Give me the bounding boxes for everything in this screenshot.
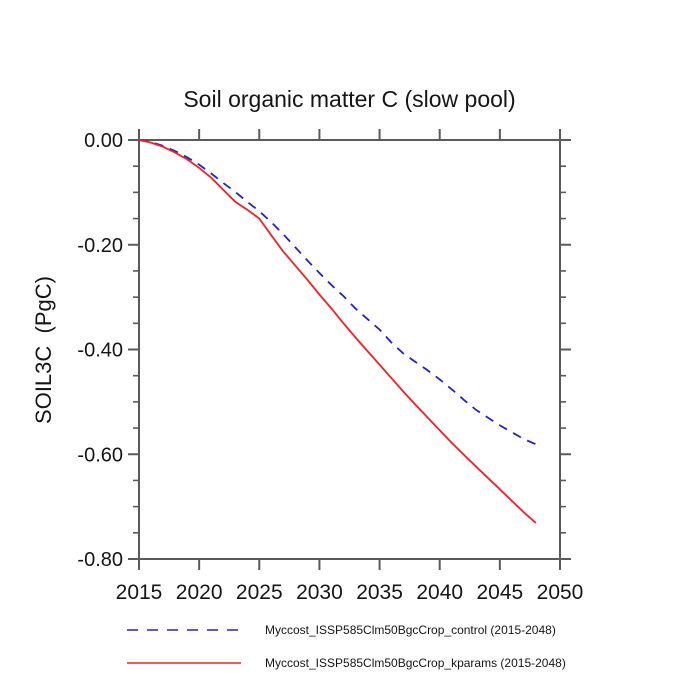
- x-tick-label: 2015: [116, 581, 163, 604]
- legend-label-control: Myccost_ISSP585Clm50BgcCrop_control (201…: [265, 623, 556, 637]
- series-line-control: [138, 139, 537, 446]
- x-tick-label: 2035: [356, 581, 403, 604]
- x-tick-label: 2025: [236, 581, 283, 604]
- legend-item-kparams: Myccost_ISSP585Clm50BgcCrop_kparams (201…: [126, 654, 566, 672]
- plot-frame: [138, 139, 561, 560]
- legend-swatch-solid-line: [127, 662, 241, 664]
- chart-title: Soil organic matter C (slow pool): [183, 86, 516, 112]
- y-tick-label: 0.00: [84, 130, 123, 152]
- x-tick-label: 2020: [176, 581, 223, 604]
- x-tick-label: 2050: [537, 581, 584, 604]
- legend-item-control: Myccost_ISSP585Clm50BgcCrop_control (201…: [126, 621, 556, 639]
- y-tick-label: -0.60: [77, 444, 123, 466]
- x-tick-label: 2040: [416, 581, 463, 604]
- y-tick-label: -0.40: [77, 340, 123, 362]
- legend-label-kparams: Myccost_ISSP585Clm50BgcCrop_kparams (201…: [265, 656, 566, 670]
- legend-swatch-dashed-line: [127, 629, 241, 631]
- x-tick-label: 2045: [476, 581, 523, 604]
- y-tick-label: -0.80: [77, 549, 123, 571]
- series-line-kparams: [138, 139, 537, 524]
- x-tick-label: 2030: [296, 581, 343, 604]
- y-tick-label: -0.20: [77, 235, 123, 257]
